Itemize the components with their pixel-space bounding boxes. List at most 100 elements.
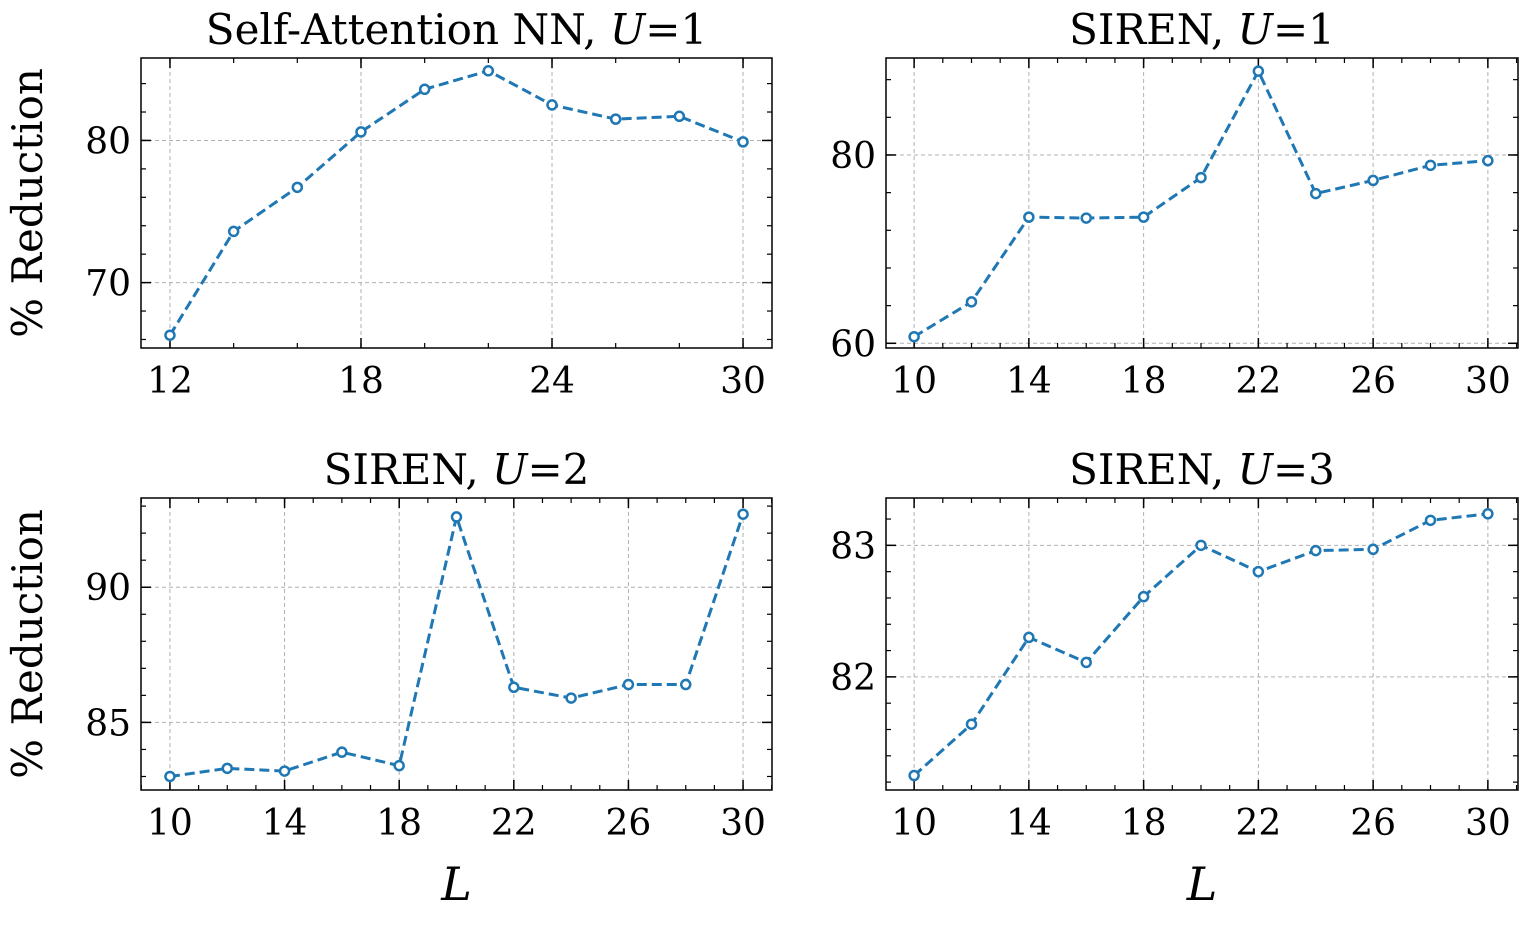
subplot-title: Self-Attention NN, U=1 <box>206 5 707 54</box>
data-point <box>508 681 520 694</box>
title-value: =1 <box>645 5 707 54</box>
x-tick-label: 10 <box>891 803 937 844</box>
data-point <box>164 329 176 341</box>
data-point <box>1195 539 1207 552</box>
title-text: SIREN, <box>1069 5 1237 54</box>
data-point <box>450 511 463 523</box>
data-point <box>418 83 431 96</box>
data-point <box>1080 656 1092 669</box>
axes-frame <box>885 497 1519 791</box>
x-tick-label: 24 <box>529 361 575 402</box>
x-tick-label: 18 <box>1121 361 1167 402</box>
x-tick-label: 22 <box>1235 803 1281 844</box>
title-value: =1 <box>1273 5 1335 54</box>
x-tick-label: 30 <box>720 803 766 844</box>
axes-frame <box>885 57 1519 349</box>
data-point <box>1424 159 1437 172</box>
x-tick-label: 10 <box>891 361 937 402</box>
y-tick-label: 80 <box>830 136 876 177</box>
title-variable: U <box>492 445 529 494</box>
data-point <box>1424 514 1437 527</box>
data-point <box>1482 508 1494 520</box>
data-point <box>278 765 291 777</box>
data-point <box>1137 211 1150 223</box>
data-point <box>1023 631 1035 644</box>
y-axis-label: % Reduction <box>3 509 52 779</box>
data-point <box>1195 171 1207 184</box>
data-point <box>1137 590 1150 603</box>
y-tick-label: 90 <box>85 568 131 609</box>
x-tick-label: 18 <box>1121 803 1167 844</box>
data-point <box>1482 154 1494 167</box>
data-point <box>291 181 304 194</box>
data-point <box>737 136 749 148</box>
subplot-4: 10 14 18 22 26 30 82 83 SIREN, U=3 L <box>830 445 1519 911</box>
y-axis-label: % Reduction <box>3 68 52 338</box>
y-tick-label: 80 <box>85 121 131 162</box>
data-point <box>482 65 495 77</box>
data-point <box>622 678 635 691</box>
title-text: SIREN, <box>324 445 492 494</box>
series-line <box>169 511 745 778</box>
data-point <box>164 770 176 783</box>
data-point <box>1023 211 1035 223</box>
x-tick-label: 18 <box>376 803 422 844</box>
y-tick-label: 83 <box>830 526 876 567</box>
series-line <box>168 69 744 336</box>
data-point <box>221 762 234 775</box>
data-point <box>673 110 686 123</box>
data-point <box>737 508 749 520</box>
data-point <box>355 126 367 138</box>
data-point <box>965 296 978 308</box>
title-variable: U <box>1238 5 1275 54</box>
title-text: SIREN, <box>1069 445 1237 494</box>
data-point <box>679 678 692 691</box>
title-value: =2 <box>527 445 589 494</box>
data-point <box>227 225 240 238</box>
series-line <box>913 67 1489 338</box>
axes-frame <box>140 497 773 791</box>
x-tick-label: 22 <box>1235 361 1281 402</box>
title-variable: U <box>1238 445 1275 494</box>
x-axis-label: L <box>1186 857 1218 911</box>
x-tick-label: 26 <box>1350 361 1396 402</box>
data-point <box>1367 174 1379 187</box>
y-tick-label: 85 <box>85 703 131 744</box>
x-tick-label: 26 <box>1350 803 1396 844</box>
title-variable: U <box>610 5 647 54</box>
data-point <box>1252 65 1265 77</box>
series-line <box>913 512 1489 777</box>
data-point <box>393 759 405 772</box>
data-point <box>965 718 978 730</box>
data-point <box>609 113 622 125</box>
x-tick-label: 14 <box>1006 803 1052 844</box>
x-tick-label: 22 <box>491 803 537 844</box>
data-point <box>1309 544 1322 557</box>
subplot-3: 10 14 18 22 26 30 85 90 SIREN, U=2 % Reduction L <box>3 445 773 911</box>
subplot-2: 10 14 18 22 26 30 60 80 SIREN, U=1 <box>830 5 1519 402</box>
x-tick-label: 26 <box>606 803 652 844</box>
data-point <box>1309 187 1322 200</box>
x-tick-label: 10 <box>147 803 193 844</box>
data-point <box>1252 565 1265 578</box>
subplot-title: SIREN, U=1 <box>1069 5 1335 54</box>
y-tick-label: 82 <box>830 658 876 699</box>
subplot-1: 12 18 24 30 70 80 Self-Attention NN, U=1 % Redu… <box>3 5 773 402</box>
x-tick-label: 30 <box>720 361 766 402</box>
data-point <box>565 692 577 704</box>
data-point <box>1367 543 1379 556</box>
x-tick-label: 30 <box>1465 803 1511 844</box>
x-axis-label: L <box>440 857 472 911</box>
x-tick-label: 14 <box>262 803 308 844</box>
title-value: =3 <box>1273 445 1335 494</box>
data-point <box>546 99 558 111</box>
subplot-title: SIREN, U=2 <box>324 445 590 494</box>
title-text: Self-Attention NN, <box>206 5 610 54</box>
x-tick-label: 30 <box>1465 361 1511 402</box>
x-tick-label: 12 <box>147 361 193 402</box>
subplot-title: SIREN, U=3 <box>1069 445 1335 494</box>
data-point <box>908 769 920 782</box>
data-point <box>908 330 920 343</box>
y-tick-label: 70 <box>85 264 131 305</box>
